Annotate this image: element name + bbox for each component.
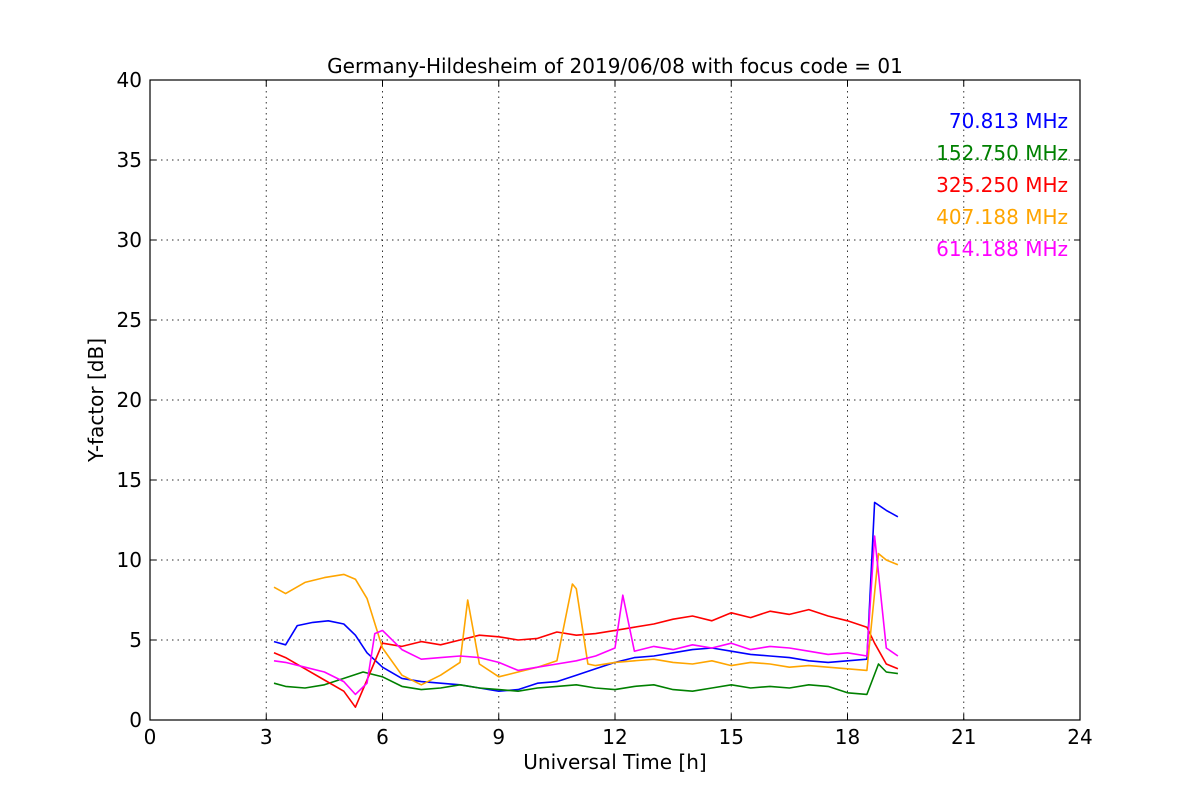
x-tick-label: 6 bbox=[376, 725, 389, 749]
legend-entry-614-188-mhz: 614.188 MHz bbox=[936, 237, 1068, 261]
y-tick-label: 20 bbox=[117, 388, 142, 412]
x-tick-label: 15 bbox=[719, 725, 744, 749]
legend-entry-325-250-mhz: 325.250 MHz bbox=[936, 173, 1068, 197]
x-axis-label: Universal Time [h] bbox=[523, 750, 706, 774]
legend: 70.813 MHz 152.750 MHz 325.250 MHz 407.188 … bbox=[936, 109, 1068, 261]
y-tick-label: 0 bbox=[129, 708, 142, 732]
y-tick-label: 15 bbox=[117, 468, 142, 492]
y-axis-label: Y-factor [dB] bbox=[84, 338, 108, 463]
x-tick-label: 21 bbox=[951, 725, 976, 749]
series-line-407-188-mhz bbox=[273, 552, 899, 686]
y-tick-label: 25 bbox=[117, 308, 142, 332]
legend-entry-152-750-mhz: 152.750 MHz bbox=[936, 141, 1068, 165]
x-tick-label: 9 bbox=[492, 725, 505, 749]
x-tick-label: 24 bbox=[1067, 725, 1092, 749]
legend-entry-70-813-mhz: 70.813 MHz bbox=[949, 109, 1068, 133]
x-tick-label: 3 bbox=[260, 725, 273, 749]
x-tick-label: 18 bbox=[835, 725, 860, 749]
x-tick-label: 0 bbox=[144, 725, 157, 749]
series-line-70-813-mhz bbox=[273, 501, 899, 693]
y-tick-label: 30 bbox=[117, 228, 142, 252]
legend-entry-407-188-mhz: 407.188 MHz bbox=[936, 205, 1068, 229]
ticks: 0 3 6 9 12 15 18 21 24 0 5 10 15 20 25 30 35 40 bbox=[117, 68, 1093, 749]
y-tick-label: 10 bbox=[117, 548, 142, 572]
plot-area bbox=[273, 501, 899, 709]
y-tick-label: 35 bbox=[117, 148, 142, 172]
x-tick-label: 12 bbox=[602, 725, 627, 749]
y-tick-label: 5 bbox=[129, 628, 142, 652]
series-line-152-750-mhz bbox=[273, 663, 899, 696]
grid bbox=[150, 80, 1080, 720]
series-line-614-188-mhz bbox=[273, 535, 899, 696]
chart-title: Germany-Hildesheim of 2019/06/08 with fo… bbox=[327, 54, 903, 78]
y-tick-label: 40 bbox=[117, 68, 142, 92]
